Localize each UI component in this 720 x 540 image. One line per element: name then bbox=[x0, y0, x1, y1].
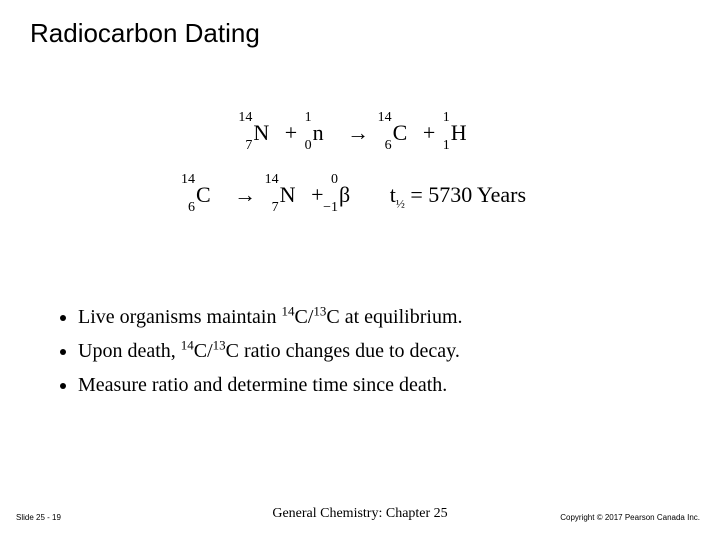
atomic-number: 0 bbox=[305, 138, 312, 154]
text-fragment: C/ bbox=[194, 340, 213, 362]
equation-1: 14 7 N + 1 0 n → 14 6 C + 1 1 H bbox=[0, 120, 720, 146]
mass-number: 14 bbox=[378, 110, 392, 126]
mass-number: 14 bbox=[238, 110, 252, 126]
atomic-number: 1 bbox=[443, 138, 450, 154]
nuclide-c14: 14 6 C bbox=[196, 182, 211, 208]
bullet-3: Measure ratio and determine time since d… bbox=[78, 368, 463, 402]
plus-operator: + bbox=[311, 182, 323, 207]
nuclide-neutron: 1 0 n bbox=[313, 120, 324, 146]
half-life-subscript: ½ bbox=[396, 196, 405, 210]
element-symbol: C bbox=[393, 120, 408, 145]
atomic-number: 6 bbox=[385, 138, 392, 154]
text-fragment: C ratio changes due to decay. bbox=[226, 340, 460, 362]
equations-block: 14 7 N + 1 0 n → 14 6 C + 1 1 H 14 6 C → bbox=[0, 120, 720, 247]
plus-operator: + bbox=[423, 120, 435, 145]
atomic-number: 6 bbox=[188, 200, 195, 216]
nuclide-n14: 14 7 N bbox=[280, 182, 296, 208]
atomic-number: −1 bbox=[323, 200, 338, 216]
element-symbol: N bbox=[253, 120, 269, 145]
isotope-sup: 14 bbox=[181, 337, 194, 352]
half-life-label: t½ = 5730 Years bbox=[390, 182, 526, 207]
nuclide-n14: 14 7 N bbox=[253, 120, 269, 146]
copyright: Copyright © 2017 Pearson Canada Inc. bbox=[560, 513, 700, 522]
text-fragment: C/ bbox=[295, 306, 314, 328]
mass-number: 14 bbox=[265, 172, 279, 188]
equation-2: 14 6 C → 14 7 N + 0 −1 β t½ = 5730 Years bbox=[0, 182, 720, 211]
text-fragment: C at equilibrium. bbox=[326, 306, 462, 328]
mass-number: 0 bbox=[331, 172, 338, 188]
mass-number: 1 bbox=[443, 110, 450, 126]
isotope-sup: 13 bbox=[213, 337, 226, 352]
mass-number: 14 bbox=[181, 172, 195, 188]
nuclide-h1: 1 1 H bbox=[451, 120, 467, 146]
arrow-operator: → bbox=[234, 182, 256, 207]
arrow-operator: → bbox=[347, 120, 369, 145]
element-symbol: β bbox=[339, 182, 350, 207]
slide-title: Radiocarbon Dating bbox=[30, 18, 260, 49]
plus-operator: + bbox=[285, 120, 297, 145]
element-symbol: N bbox=[280, 182, 296, 207]
half-life-value: = 5730 Years bbox=[405, 182, 526, 207]
bullet-list: Live organisms maintain 14C/13C at equil… bbox=[60, 300, 463, 402]
atomic-number: 7 bbox=[245, 138, 252, 154]
nuclide-c14: 14 6 C bbox=[393, 120, 408, 146]
text-fragment: Live organisms maintain bbox=[78, 306, 282, 328]
isotope-sup: 14 bbox=[282, 303, 295, 318]
element-symbol: C bbox=[196, 182, 211, 207]
isotope-sup: 13 bbox=[313, 303, 326, 318]
element-symbol: H bbox=[451, 120, 467, 145]
bullet-2: Upon death, 14C/13C ratio changes due to… bbox=[78, 334, 463, 368]
element-symbol: n bbox=[313, 120, 324, 145]
atomic-number: 7 bbox=[272, 200, 279, 216]
text-fragment: Upon death, bbox=[78, 340, 181, 362]
nuclide-beta: 0 −1 β bbox=[339, 182, 350, 208]
bullet-1: Live organisms maintain 14C/13C at equil… bbox=[78, 300, 463, 334]
mass-number: 1 bbox=[305, 110, 312, 126]
